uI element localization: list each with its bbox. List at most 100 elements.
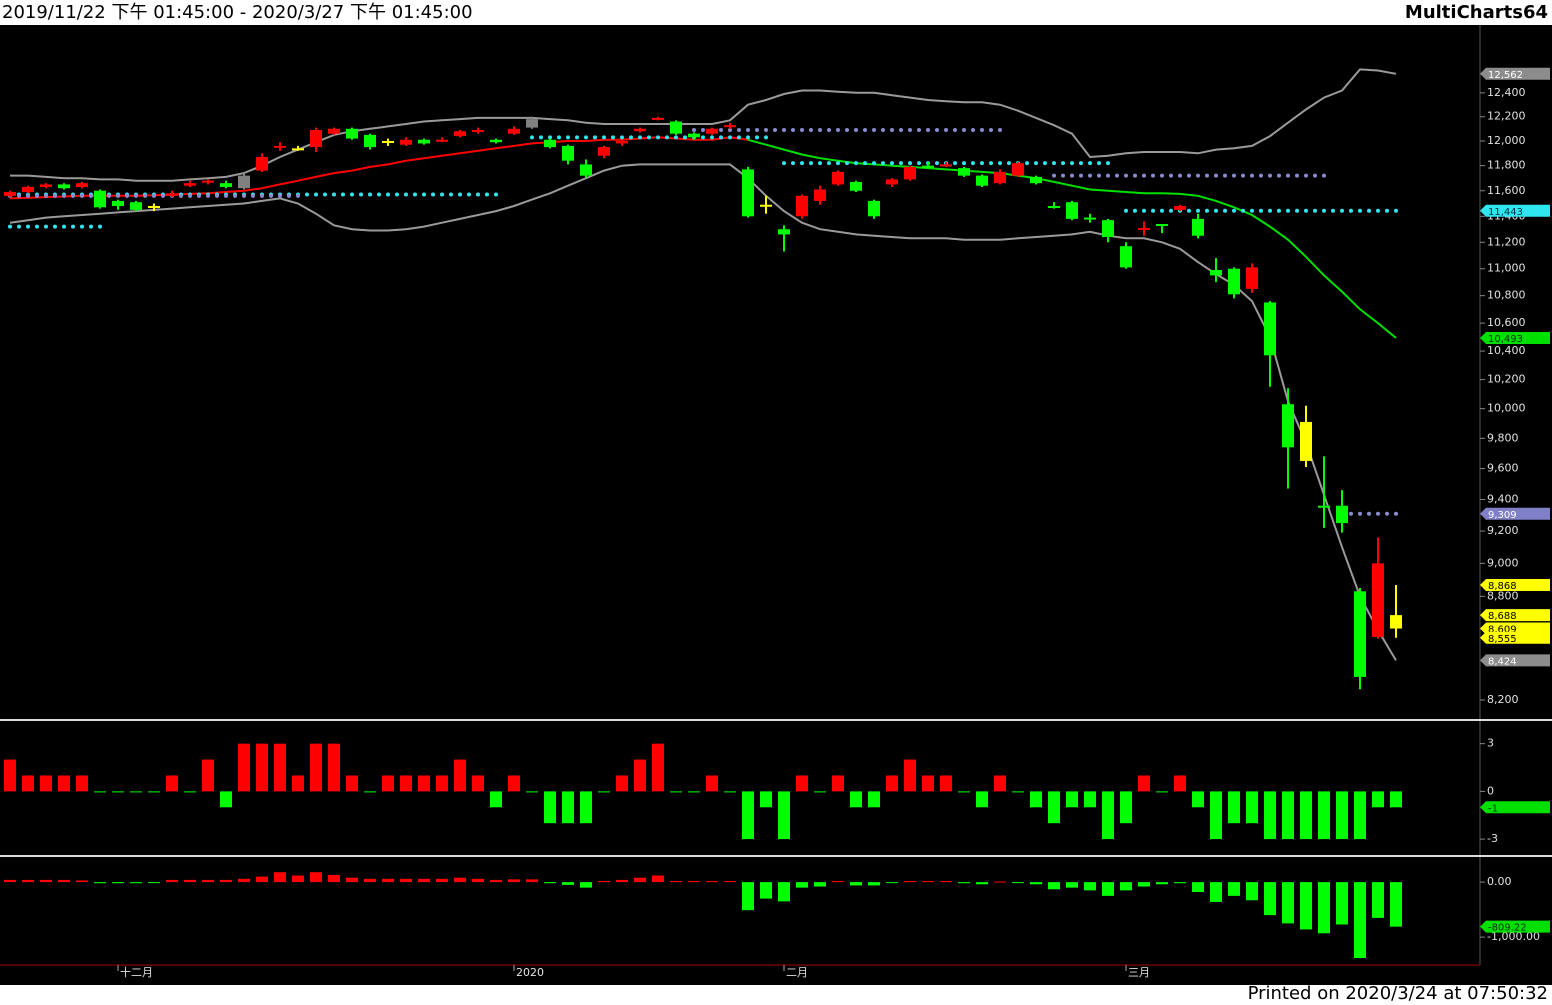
value-flag-label: -1 — [1488, 803, 1498, 814]
stop-dot — [1070, 161, 1074, 166]
histogram-bar — [40, 879, 52, 883]
stop-dot — [134, 193, 138, 198]
stop-dot-fill — [1061, 173, 1065, 178]
histogram-bar — [454, 877, 466, 883]
value-flag — [1480, 331, 1550, 344]
histogram-bar — [1300, 791, 1312, 840]
stop-dot-fill — [791, 128, 795, 133]
stop-dot — [1268, 173, 1272, 178]
stop-dot-fill — [719, 135, 723, 140]
stop-dot-fill — [1061, 161, 1065, 166]
stop-dot — [26, 193, 30, 198]
candle-body — [1102, 220, 1114, 238]
stop-dot-fill — [827, 161, 831, 166]
histogram-bar — [400, 878, 412, 883]
histogram-bar — [562, 791, 574, 824]
histogram-bar — [4, 879, 16, 883]
candle-body — [1246, 267, 1258, 289]
stop-dot-fill — [539, 135, 543, 140]
stop-dot-fill — [809, 128, 813, 133]
stop-dot-fill — [1097, 173, 1101, 178]
candle-body — [904, 166, 916, 180]
stop-dot-fill — [737, 128, 741, 133]
stop-dot-fill — [143, 193, 147, 198]
histogram-bar — [976, 882, 988, 885]
histogram-bar — [634, 759, 646, 792]
candle-body — [202, 180, 214, 183]
stop-dot-fill — [989, 128, 993, 133]
candle-body — [616, 140, 628, 144]
histogram-bar — [292, 775, 304, 792]
histogram-bar — [526, 791, 538, 793]
stop-dot-fill — [395, 192, 399, 197]
stop-dot — [728, 128, 732, 133]
stop-dot — [80, 224, 84, 229]
histogram-bar — [184, 879, 196, 883]
stop-dot-fill — [719, 128, 723, 133]
y-tick-label: 9,200 — [1487, 524, 1519, 537]
candle-body — [796, 195, 808, 217]
stop-dot — [206, 193, 210, 198]
stop-dot — [1232, 173, 1236, 178]
stop-dot-fill — [989, 161, 993, 166]
histogram-bar — [112, 882, 124, 884]
candle-body — [1300, 421, 1312, 461]
stop-dot — [1358, 511, 1362, 516]
histogram-bar — [1210, 882, 1222, 902]
histogram-bar — [400, 775, 412, 792]
histogram-bar — [850, 882, 862, 886]
candle-body — [814, 189, 826, 201]
histogram-bar — [598, 881, 610, 883]
stop-dot-fill — [845, 128, 849, 133]
histogram-bar — [742, 882, 754, 911]
histogram-bar — [652, 875, 664, 883]
y-tick-label: 11,600 — [1487, 184, 1526, 197]
histogram-bar — [1120, 791, 1132, 824]
stop-dot-fill — [809, 161, 813, 166]
value-flag — [1480, 801, 1550, 814]
stop-dot — [440, 192, 444, 197]
histogram-bar — [922, 881, 934, 883]
candle-body — [400, 139, 412, 145]
y-tick-label: 10,000 — [1487, 402, 1526, 415]
stop-dot-fill — [1349, 208, 1353, 213]
histogram-bar — [742, 791, 754, 840]
y-tick-label: 8,800 — [1487, 589, 1519, 602]
stop-dot — [296, 193, 300, 198]
stop-dot-fill — [971, 128, 975, 133]
histogram-bar — [760, 882, 772, 899]
histogram-bar — [1210, 791, 1222, 840]
stop-dot-fill — [755, 135, 759, 140]
candle-body — [958, 168, 970, 176]
histogram-bar — [1318, 791, 1330, 840]
histogram-bar — [346, 877, 358, 883]
stop-dot-fill — [701, 135, 705, 140]
stop-dot — [1304, 173, 1308, 178]
stop-dot — [962, 161, 966, 166]
stop-dot — [746, 135, 750, 140]
stop-dot — [242, 193, 246, 198]
stop-dot — [422, 192, 426, 197]
histogram-bar — [22, 775, 34, 792]
histogram-bar — [526, 879, 538, 883]
stop-dot-fill — [35, 193, 39, 198]
stop-dot-fill — [1097, 161, 1101, 166]
candle-body — [706, 128, 718, 134]
stop-dot-fill — [1187, 173, 1191, 178]
candle-body — [130, 202, 142, 210]
histogram-bar — [220, 791, 232, 808]
stop-dot-fill — [1259, 173, 1263, 178]
stop-dot — [1052, 173, 1056, 178]
stop-dot — [908, 161, 912, 166]
stop-dot — [962, 128, 966, 133]
histogram-bar — [1138, 775, 1150, 792]
histogram-bar — [1012, 791, 1024, 793]
stop-dot-fill — [215, 193, 219, 198]
candle-body — [832, 171, 844, 185]
stop-dot-fill — [161, 193, 165, 198]
stop-dot — [1160, 173, 1164, 178]
candle-body — [238, 175, 250, 189]
histogram-bar — [1336, 882, 1348, 925]
histogram-bar — [994, 775, 1006, 792]
histogram-bar — [1048, 882, 1060, 890]
